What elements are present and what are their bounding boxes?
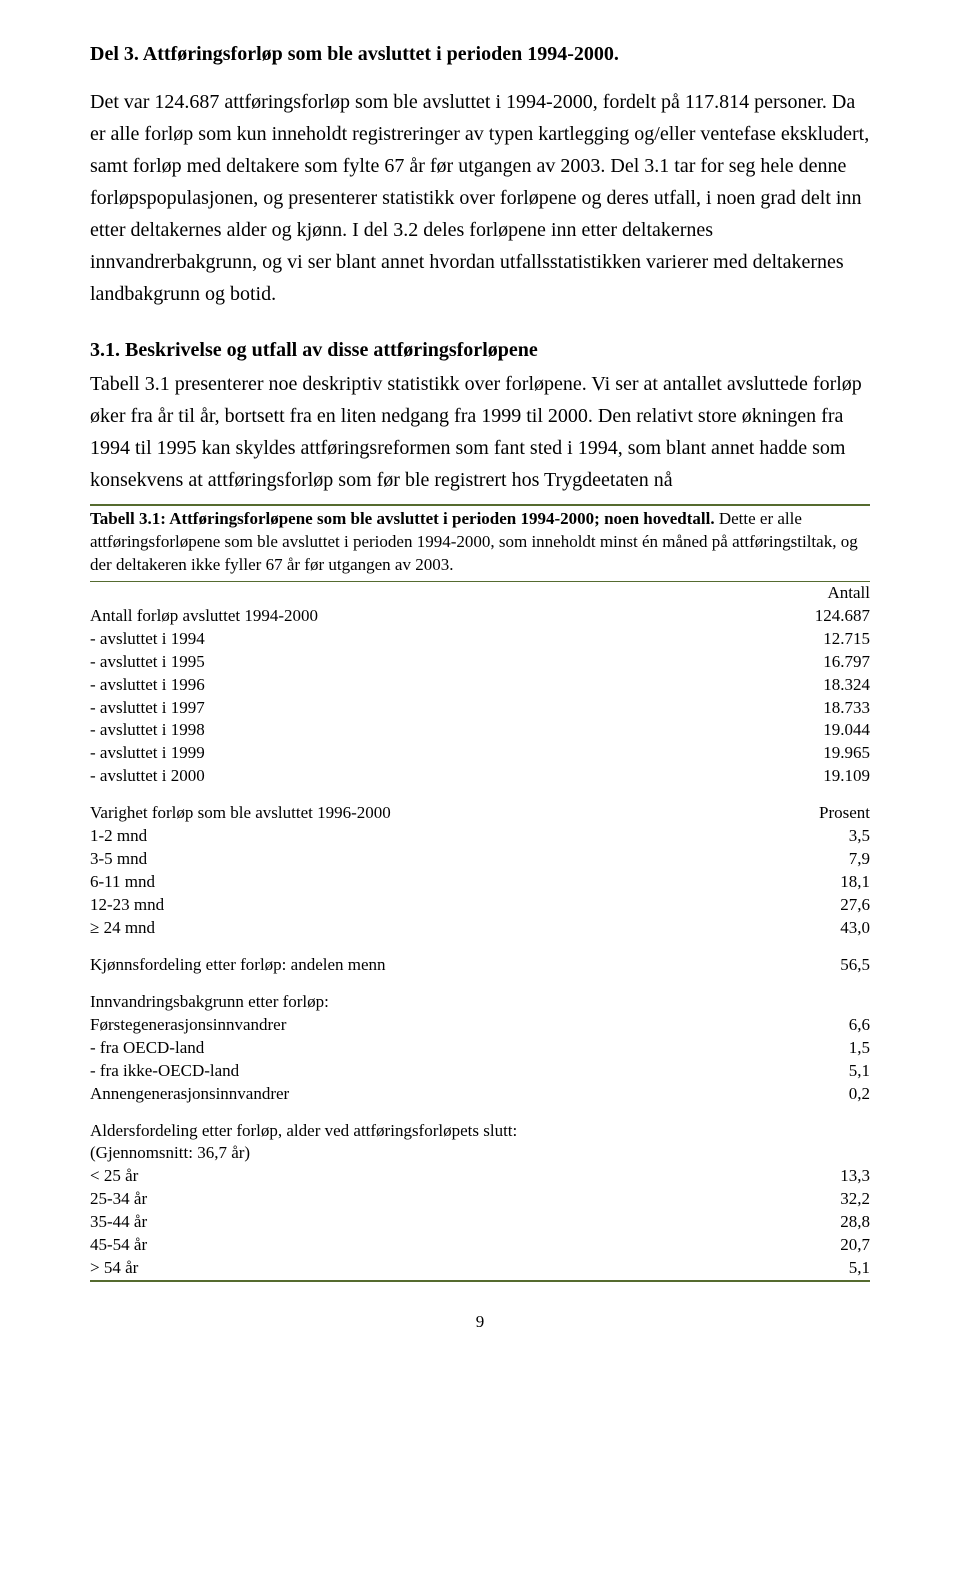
cell-value: 18.733 bbox=[781, 697, 870, 720]
table-caption: Tabell 3.1: Attføringsforløpene som ble … bbox=[90, 506, 870, 582]
table-spacer bbox=[90, 940, 870, 954]
cell-value: 5,1 bbox=[781, 1257, 870, 1280]
cell-label: Antall forløp avsluttet 1994-2000 bbox=[90, 605, 781, 628]
cell-value: 1,5 bbox=[781, 1037, 870, 1060]
cell-value: 20,7 bbox=[781, 1234, 870, 1257]
cell-label: - avsluttet i 1997 bbox=[90, 697, 781, 720]
table-spacer bbox=[90, 1106, 870, 1120]
cell-value: 16.797 bbox=[781, 651, 870, 674]
cell-value: 0,2 bbox=[781, 1083, 870, 1106]
table-row: 3-5 mnd 7,9 bbox=[90, 848, 870, 871]
cell-value: Prosent bbox=[781, 802, 870, 825]
cell-label: ≥ 24 mnd bbox=[90, 917, 781, 940]
cell-label: Annengenerasjonsinnvandrer bbox=[90, 1083, 781, 1106]
table-row: - avsluttet i 2000 19.109 bbox=[90, 765, 870, 788]
cell-label: 25-34 år bbox=[90, 1188, 781, 1211]
cell-label: - avsluttet i 1996 bbox=[90, 674, 781, 697]
table-row: Innvandringsbakgrunn etter forløp: bbox=[90, 991, 870, 1014]
cell-value bbox=[781, 1142, 870, 1165]
page-number: 9 bbox=[90, 1312, 870, 1332]
cell-value: 5,1 bbox=[781, 1060, 870, 1083]
cell-value: 18.324 bbox=[781, 674, 870, 697]
table-row: Førstegenerasjonsinnvandrer 6,6 bbox=[90, 1014, 870, 1037]
table-row: 1-2 mnd 3,5 bbox=[90, 825, 870, 848]
cell-label: > 54 år bbox=[90, 1257, 781, 1280]
table-row: (Gjennomsnitt: 36,7 år) bbox=[90, 1142, 870, 1165]
cell-label: - avsluttet i 1998 bbox=[90, 719, 781, 742]
cell-value: 19.044 bbox=[781, 719, 870, 742]
cell-label: - avsluttet i 2000 bbox=[90, 765, 781, 788]
cell-label: - avsluttet i 1999 bbox=[90, 742, 781, 765]
cell-label: 3-5 mnd bbox=[90, 848, 781, 871]
table-row: 12-23 mnd 27,6 bbox=[90, 894, 870, 917]
table-row: Antall forløp avsluttet 1994-2000 124.68… bbox=[90, 605, 870, 628]
cell-label: Aldersfordeling etter forløp, alder ved … bbox=[90, 1120, 781, 1143]
table-row: 35-44 år 28,8 bbox=[90, 1211, 870, 1234]
table-row: Varighet forløp som ble avsluttet 1996-2… bbox=[90, 802, 870, 825]
cell-label: < 25 år bbox=[90, 1165, 781, 1188]
table-row: - avsluttet i 1997 18.733 bbox=[90, 697, 870, 720]
cell-label: 45-54 år bbox=[90, 1234, 781, 1257]
cell-value: 19.965 bbox=[781, 742, 870, 765]
cell-label: Førstegenerasjonsinnvandrer bbox=[90, 1014, 781, 1037]
cell-label: 35-44 år bbox=[90, 1211, 781, 1234]
table-spacer bbox=[90, 977, 870, 991]
cell-label: (Gjennomsnitt: 36,7 år) bbox=[90, 1142, 781, 1165]
section-paragraph-1: Det var 124.687 attføringsforløp som ble… bbox=[90, 86, 870, 310]
cell-value: 43,0 bbox=[781, 917, 870, 940]
cell-value: 12.715 bbox=[781, 628, 870, 651]
cell-label: - fra ikke-OECD-land bbox=[90, 1060, 781, 1083]
cell-label: - fra OECD-land bbox=[90, 1037, 781, 1060]
table-row: > 54 år 5,1 bbox=[90, 1257, 870, 1280]
table-row: Antall bbox=[90, 582, 870, 605]
table-row: 6-11 mnd 18,1 bbox=[90, 871, 870, 894]
table-row: - avsluttet i 1999 19.965 bbox=[90, 742, 870, 765]
cell-value: 124.687 bbox=[781, 605, 870, 628]
table-row: Aldersfordeling etter forløp, alder ved … bbox=[90, 1120, 870, 1143]
table-3-1: Tabell 3.1: Attføringsforløpene som ble … bbox=[90, 504, 870, 1282]
cell-label: 1-2 mnd bbox=[90, 825, 781, 848]
cell-value: 3,5 bbox=[781, 825, 870, 848]
cell-label: 6-11 mnd bbox=[90, 871, 781, 894]
cell-value: 27,6 bbox=[781, 894, 870, 917]
cell-value bbox=[781, 1120, 870, 1143]
cell-value: 32,2 bbox=[781, 1188, 870, 1211]
table-row: - fra OECD-land 1,5 bbox=[90, 1037, 870, 1060]
cell-value: Antall bbox=[781, 582, 870, 605]
table-row: < 25 år 13,3 bbox=[90, 1165, 870, 1188]
cell-value: 13,3 bbox=[781, 1165, 870, 1188]
subsection-paragraph: Tabell 3.1 presenterer noe deskriptiv st… bbox=[90, 368, 870, 496]
cell-label: Innvandringsbakgrunn etter forløp: bbox=[90, 991, 781, 1014]
cell-label: 12-23 mnd bbox=[90, 894, 781, 917]
table-caption-title: Tabell 3.1: Attføringsforløpene som ble … bbox=[90, 509, 715, 528]
cell-value bbox=[781, 991, 870, 1014]
cell-value: 19.109 bbox=[781, 765, 870, 788]
table-row: - avsluttet i 1994 12.715 bbox=[90, 628, 870, 651]
cell-value: 7,9 bbox=[781, 848, 870, 871]
table-row: - fra ikke-OECD-land 5,1 bbox=[90, 1060, 870, 1083]
cell-value: 56,5 bbox=[781, 954, 870, 977]
cell-value: 6,6 bbox=[781, 1014, 870, 1037]
data-table: Antall Antall forløp avsluttet 1994-2000… bbox=[90, 582, 870, 1280]
cell-label: - avsluttet i 1994 bbox=[90, 628, 781, 651]
cell-label: - avsluttet i 1995 bbox=[90, 651, 781, 674]
subsection-title: 3.1. Beskrivelse og utfall av disse attf… bbox=[90, 336, 870, 364]
table-row: 25-34 år 32,2 bbox=[90, 1188, 870, 1211]
table-row: - avsluttet i 1996 18.324 bbox=[90, 674, 870, 697]
table-row: 45-54 år 20,7 bbox=[90, 1234, 870, 1257]
table-row: Kjønnsfordeling etter forløp: andelen me… bbox=[90, 954, 870, 977]
cell-value: 28,8 bbox=[781, 1211, 870, 1234]
document-page: Del 3. Attføringsforløp som ble avslutte… bbox=[0, 0, 960, 1362]
cell-value: 18,1 bbox=[781, 871, 870, 894]
section-title: Del 3. Attføringsforløp som ble avslutte… bbox=[90, 40, 870, 68]
table-spacer bbox=[90, 788, 870, 802]
table-row: ≥ 24 mnd 43,0 bbox=[90, 917, 870, 940]
table-row: - avsluttet i 1995 16.797 bbox=[90, 651, 870, 674]
cell-label bbox=[90, 582, 781, 605]
table-row: - avsluttet i 1998 19.044 bbox=[90, 719, 870, 742]
table-row: Annengenerasjonsinnvandrer 0,2 bbox=[90, 1083, 870, 1106]
cell-label: Varighet forløp som ble avsluttet 1996-2… bbox=[90, 802, 781, 825]
cell-label: Kjønnsfordeling etter forløp: andelen me… bbox=[90, 954, 781, 977]
